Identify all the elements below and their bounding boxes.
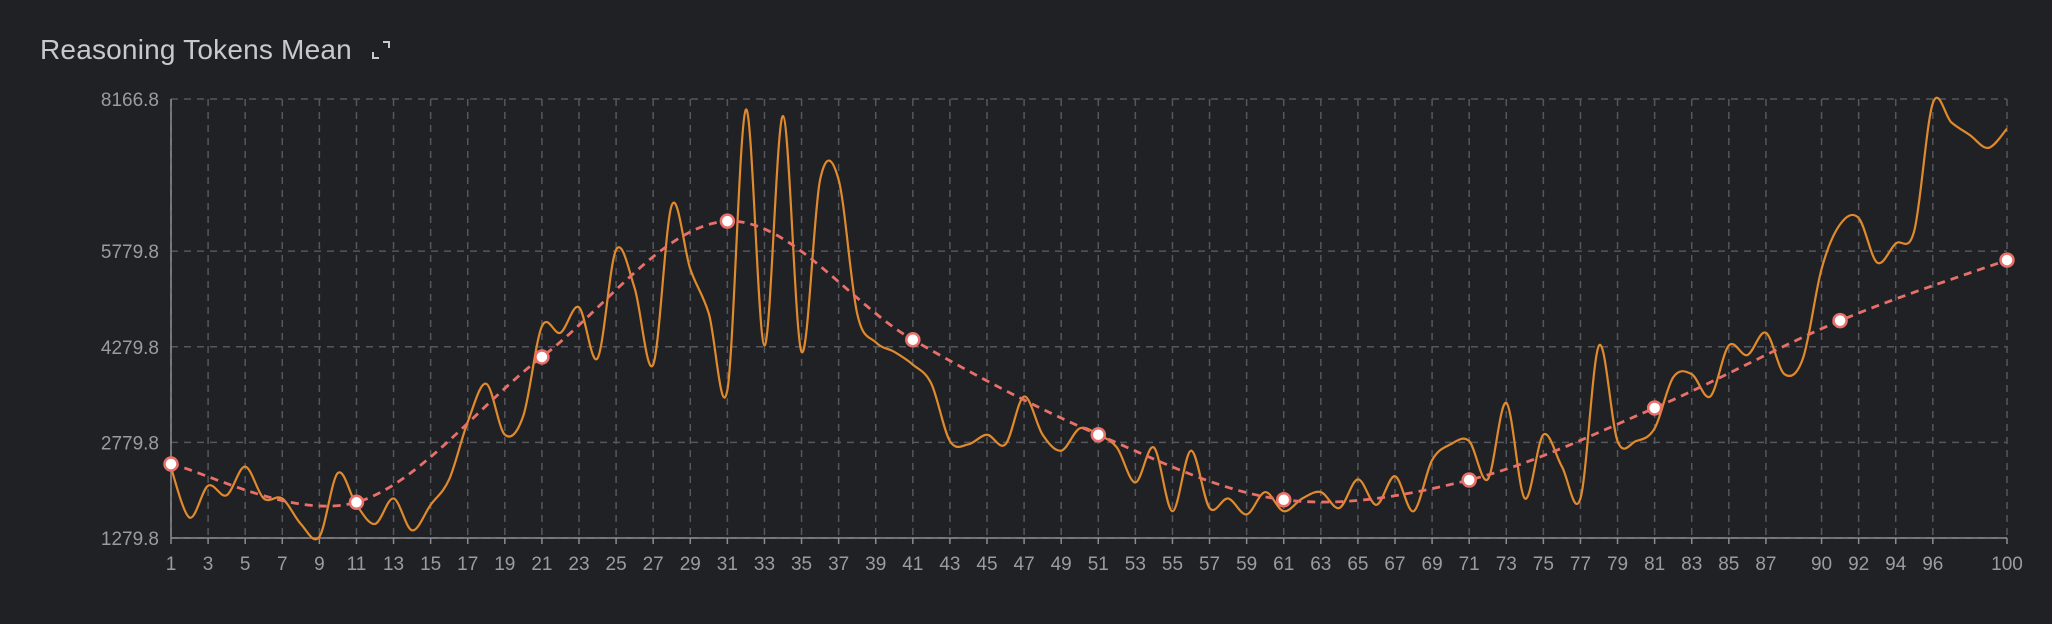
x-tick-label: 47 <box>1014 554 1035 575</box>
smoothed-point[interactable] <box>1461 472 1477 488</box>
x-tick-label: 25 <box>606 554 627 575</box>
smoothed-point[interactable] <box>1090 426 1107 443</box>
x-tick-label: 90 <box>1811 554 1832 575</box>
series-raw-line <box>171 96 2007 541</box>
smoothed-point[interactable] <box>163 456 179 472</box>
y-tick-label: 5779.8 <box>101 242 159 263</box>
x-tick-label: 81 <box>1644 554 1665 575</box>
x-tick-label: 39 <box>865 554 886 575</box>
smoothed-point[interactable] <box>1646 400 1663 416</box>
chart-title: Reasoning Tokens Mean <box>40 34 352 65</box>
x-tick-label: 55 <box>1162 554 1183 575</box>
x-tick-label: 35 <box>791 554 812 575</box>
y-tick-label: 1279.8 <box>101 529 159 550</box>
x-tick-label: 41 <box>902 554 923 575</box>
smoothed-point[interactable] <box>1999 252 2015 268</box>
x-tick-label: 31 <box>717 554 738 575</box>
expand-icon[interactable] <box>370 39 392 61</box>
x-tick-label: 85 <box>1718 554 1739 575</box>
x-tick-label: 69 <box>1422 554 1443 575</box>
smoothed-point[interactable] <box>719 213 736 229</box>
x-tick-label: 94 <box>1885 554 1907 575</box>
y-tick-label: 8166.8 <box>101 90 159 111</box>
x-tick-label: 13 <box>383 554 404 575</box>
panel-header: Reasoning Tokens Mean <box>40 30 392 70</box>
x-tick-label: 15 <box>420 554 441 575</box>
x-tick-label: 77 <box>1570 554 1591 575</box>
smoothed-point[interactable] <box>348 494 365 511</box>
x-tick-label: 83 <box>1681 554 1702 575</box>
x-tick-label: 79 <box>1607 554 1628 575</box>
x-tick-label: 43 <box>939 554 960 575</box>
smoothed-point[interactable] <box>905 331 921 348</box>
x-tick-label: 17 <box>457 554 478 575</box>
smoothed-point[interactable] <box>534 349 550 365</box>
x-tick-label: 11 <box>347 554 367 575</box>
x-tick-label: 9 <box>314 554 325 575</box>
x-tick-label: 45 <box>976 554 997 575</box>
x-tick-label: 21 <box>531 554 552 575</box>
x-tick-label: 59 <box>1236 554 1257 575</box>
x-tick-label: 7 <box>277 554 288 575</box>
x-tick-label: 75 <box>1533 554 1554 575</box>
x-tick-label: 100 <box>1991 554 2023 575</box>
x-tick-label: 33 <box>754 554 775 575</box>
x-tick-label: 53 <box>1125 554 1146 575</box>
x-tick-label: 65 <box>1347 554 1368 575</box>
x-tick-label: 57 <box>1199 554 1220 575</box>
x-tick-label: 37 <box>828 554 849 575</box>
x-tick-label: 92 <box>1848 554 1869 575</box>
x-tick-label: 29 <box>680 554 701 575</box>
x-tick-label: 87 <box>1755 554 1776 575</box>
x-tick-label: 71 <box>1459 554 1480 575</box>
x-tick-label: 63 <box>1310 554 1331 575</box>
y-tick-label: 2779.8 <box>101 433 159 454</box>
x-tick-label: 51 <box>1088 554 1109 575</box>
x-tick-label: 49 <box>1051 554 1072 575</box>
series-smoothed-line <box>171 219 2007 508</box>
y-tick-label: 4279.8 <box>101 338 159 359</box>
x-tick-label: 73 <box>1496 554 1517 575</box>
x-tick-label: 5 <box>240 554 251 575</box>
grid <box>170 98 2008 544</box>
smoothed-point[interactable] <box>1832 312 1848 329</box>
x-tick-label: 27 <box>643 554 664 575</box>
x-tick-label: 96 <box>1922 554 1943 575</box>
x-tick-label: 61 <box>1273 554 1294 575</box>
smoothed-point[interactable] <box>1275 491 1292 508</box>
x-tick-label: 3 <box>203 554 214 575</box>
x-tick-label: 1 <box>166 554 177 575</box>
x-tick-label: 67 <box>1384 554 1405 575</box>
x-tick-label: 19 <box>494 554 515 575</box>
x-tick-label: 23 <box>568 554 589 575</box>
